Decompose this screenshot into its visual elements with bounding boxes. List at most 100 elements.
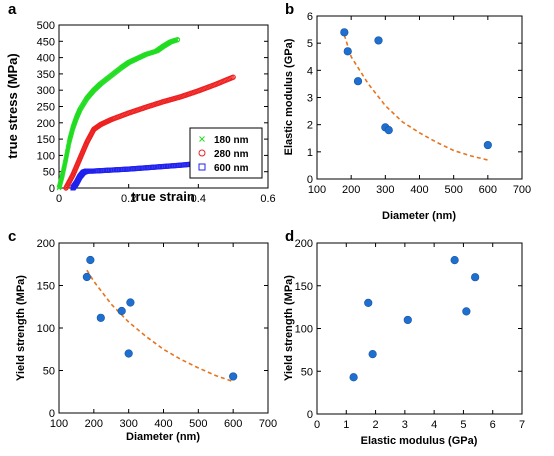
x-tick-label: 700 [259,418,277,430]
x-tick-label: 7 [519,419,525,431]
y-tick-label: 50 [43,167,55,179]
data-point [229,372,238,381]
x-tick-label: 0.6 [260,193,275,205]
x-tick-label: 700 [513,184,531,196]
panel-b: b 100 200 300 400 500 600 700 0 1 2 3 4 5 6 Diameter (n… [283,1,531,222]
y-tick-label: 200 [37,238,55,250]
data-point [353,77,363,86]
x-tick-label: 300 [376,184,394,196]
legend-label: 280 nm [214,149,249,160]
y-tick-label: 350 [37,69,55,81]
y-tick-label: 2 [307,120,313,132]
data-point [450,256,459,265]
y-axis-label: Elastic modulus (GPa) [283,38,295,155]
fit-curve [343,34,488,161]
y-tick-label: 100 [295,324,313,336]
y-tick-label: 500 [37,20,55,32]
x-tick-label: 0.2 [121,193,136,205]
y-tick-label: 100 [37,323,55,335]
panel-letter: d [285,228,294,245]
y-tick-label: 0 [49,183,55,195]
panel-c: c 100 200 300 400 500 600 700 0 50 100 150 200 Diamet… [8,228,277,443]
x-tick-label: 400 [154,418,172,430]
panel-letter: b [285,1,294,18]
legend-marker [198,149,206,157]
y-axis-label: Yield strength (MPa) [283,275,295,381]
y-tick-label: 50 [301,366,313,378]
legend: 180 nm 280 nm 600 nm [189,127,263,179]
x-tick-label: 200 [342,184,360,196]
data-point [349,373,358,382]
y-tick-label: 150 [37,281,55,293]
x-tick-label: 100 [50,418,68,430]
x-tick-label: 100 [308,184,326,196]
y-tick-label: 150 [37,134,55,146]
data-point [403,315,412,325]
x-tick-label: 500 [444,184,462,196]
x-tick-label: 5 [460,419,466,431]
y-tick-label: 250 [37,102,55,114]
x-tick-label: 0 [314,419,320,431]
y-tick-label: 1 [307,147,313,159]
y-axis-label: true stress (MPa) [5,53,20,158]
y-tick-label: 5 [307,38,313,50]
y-tick-label: 3 [307,93,313,105]
panel-letter: c [8,228,16,245]
x-axis-label: Diameter (nm) [126,431,200,443]
plot-frame [58,242,269,414]
x-tick-label: 2 [373,419,379,431]
y-tick-label: 200 [37,118,55,130]
x-tick-label: 600 [224,418,242,430]
legend-marker [198,163,206,171]
y-tick-label: 0 [307,409,313,421]
data-point [117,306,126,316]
y-tick-label: 300 [37,85,55,97]
fit-curve [86,269,234,383]
x-tick-label: 0 [56,193,62,205]
data-point [126,298,135,307]
legend-label: 180 nm [214,135,249,146]
data-point [483,140,492,150]
y-tick-label: 450 [37,36,55,48]
x-tick-label: 3 [402,419,408,431]
x-tick-label: 400 [410,184,428,196]
data-point [368,350,377,359]
y-tick-label: 50 [43,366,55,378]
data-point [82,272,91,282]
series-180-nm [56,36,181,191]
data-point [374,36,383,45]
y-axis-label: Yield strength (MPa) [15,275,27,381]
y-tick-label: 200 [295,238,313,250]
y-tick-label: 100 [37,150,55,162]
data-point [364,298,373,307]
data-point [96,313,105,322]
panel-letter: a [8,1,17,18]
y-tick-label: 0 [307,174,313,186]
series-280-nm [63,74,236,191]
x-axis-label: Elastic modulus (GPa) [361,435,478,447]
x-tick-label: 500 [189,418,207,430]
plot-frame [316,242,523,415]
x-tick-label: 1 [343,419,349,431]
x-tick-label: 600 [479,184,497,196]
x-axis-label: true strain [131,189,195,204]
x-tick-label: 300 [119,418,137,430]
data-point [124,349,133,358]
data-point [86,255,95,265]
x-tick-label: 4 [431,419,437,431]
data-point [384,126,393,135]
data-point [340,28,349,37]
data-point [343,47,352,56]
y-tick-label: 400 [37,53,55,65]
data-point [471,273,480,282]
plot-frame [316,15,523,180]
legend-label: 600 nm [214,163,249,174]
legend-marker [199,136,205,142]
data-point [462,307,471,316]
data-point [230,74,236,80]
y-tick-label: 0 [49,408,55,420]
x-tick-label: 0.4 [191,193,206,205]
x-tick-label: 6 [490,419,496,431]
panel-a: a 0 0.2 0.4 0.6 0 50 100 150 200 250 300 350 400 450 50… [5,1,276,205]
x-tick-label: 200 [85,418,103,430]
